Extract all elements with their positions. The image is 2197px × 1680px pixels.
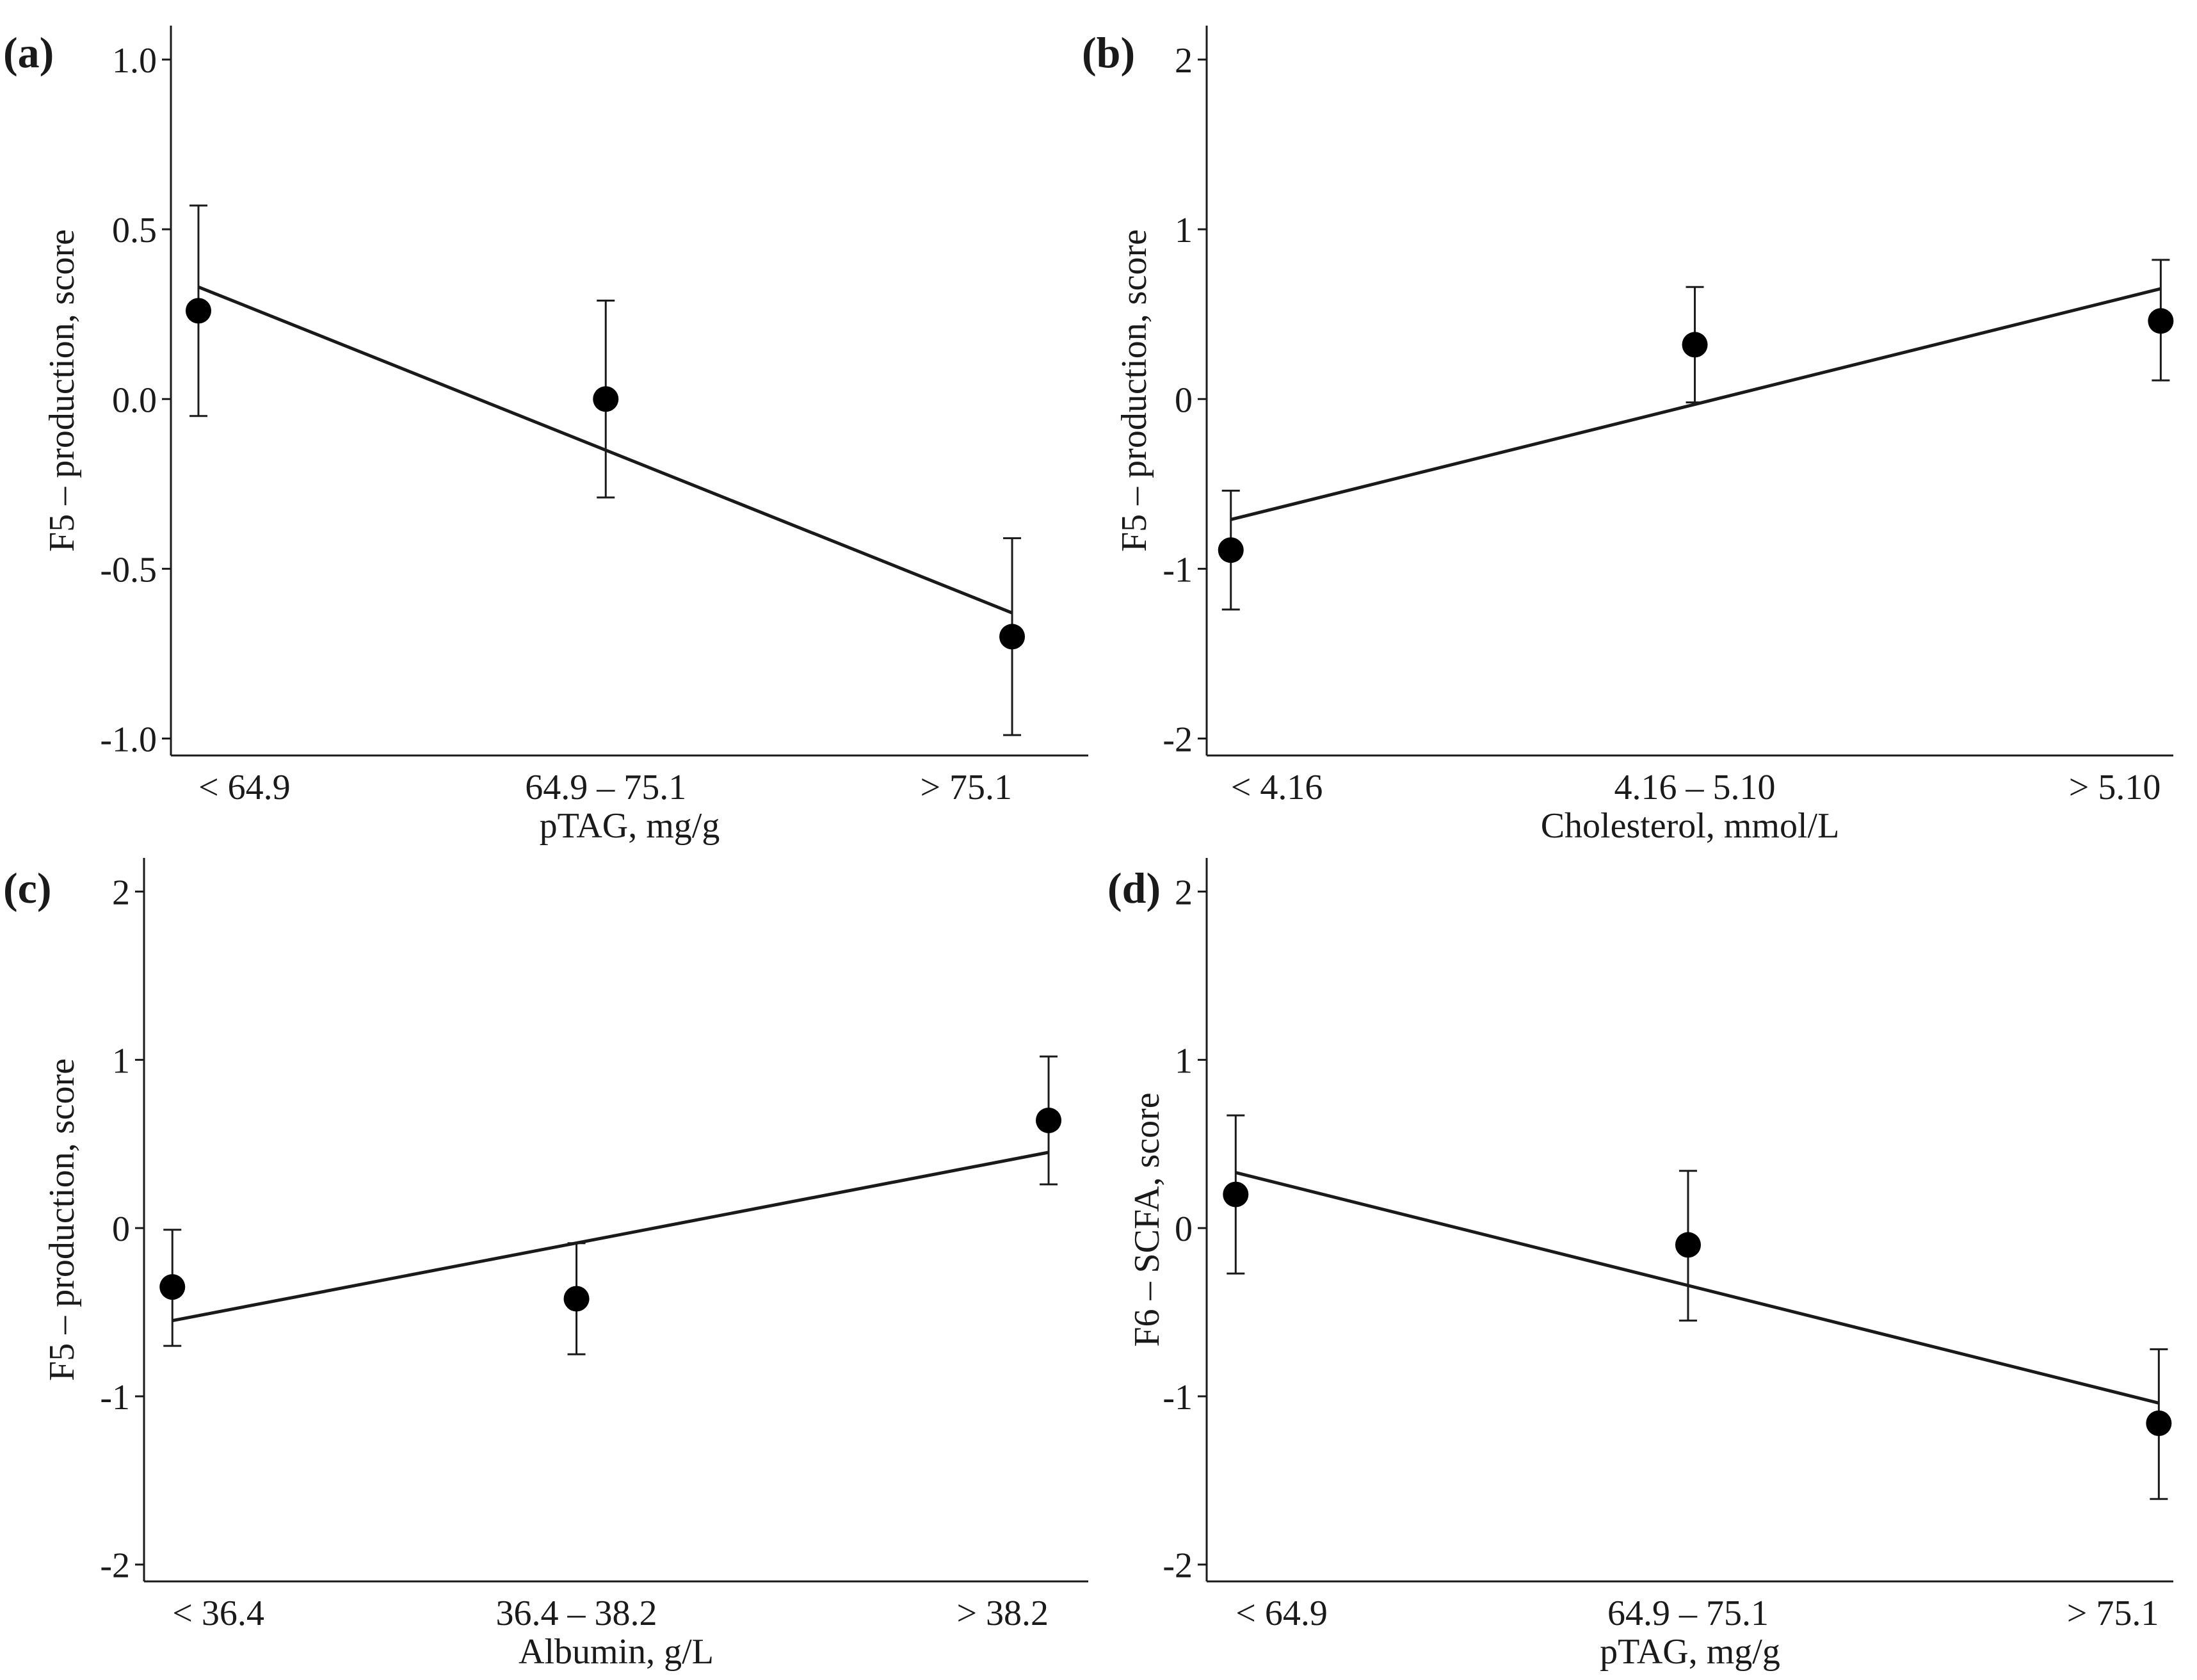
x-tick-label: 64.9 – 75.1	[1607, 1594, 1769, 1633]
y-tick-label: -2	[1163, 1546, 1193, 1586]
x-tick-label: 64.9 – 75.1	[525, 768, 686, 807]
x-axis-title: pTAG, mg/g	[540, 806, 720, 846]
data-point	[1218, 537, 1244, 563]
y-axis-title: F5 – production, score	[42, 1058, 82, 1381]
y-tick-label: 2	[1175, 873, 1193, 913]
data-point	[159, 1274, 186, 1300]
data-point	[2146, 1410, 2172, 1436]
data-point	[1675, 1232, 1701, 1258]
data-point	[1036, 1107, 1062, 1133]
x-tick-label: < 4.16	[1231, 768, 1323, 807]
y-tick-label: 1	[1175, 211, 1193, 250]
panel-label: (c)	[3, 864, 51, 912]
fit-line	[1230, 287, 2161, 521]
y-tick-label: -2	[1163, 720, 1193, 759]
panel-label: (b)	[1082, 28, 1135, 77]
x-tick-label: > 38.2	[956, 1594, 1049, 1633]
y-tick-label: -0.5	[100, 550, 157, 590]
x-tick-label: > 75.1	[920, 768, 1012, 807]
y-tick-label: 1	[112, 1041, 130, 1081]
x-axis-title: pTAG, mg/g	[1600, 1632, 1780, 1672]
y-tick-label: 0	[1175, 1209, 1193, 1249]
panel-label: (a)	[3, 28, 54, 77]
y-axis-title: F5 – production, score	[42, 229, 82, 552]
x-tick-label: 4.16 – 5.10	[1614, 768, 1776, 807]
x-tick-label: < 64.9	[198, 768, 291, 807]
x-tick-label: < 64.9	[1235, 1594, 1328, 1633]
y-axis-title: F6 – SCFA, score	[1127, 1092, 1167, 1346]
y-tick-label: 1.0	[112, 41, 157, 81]
y-tick-label: 1	[1175, 1041, 1193, 1081]
fit-line	[172, 1151, 1049, 1323]
y-tick-label: -1	[1163, 1378, 1193, 1418]
y-tick-label: -1	[1163, 550, 1193, 590]
y-tick-label: 0.0	[112, 380, 157, 420]
x-tick-label: 36.4 – 38.2	[496, 1594, 657, 1633]
y-axis-title: F5 – production, score	[1115, 229, 1154, 552]
fit-line	[1235, 1170, 2159, 1405]
x-axis-title: Albumin, g/L	[519, 1632, 714, 1672]
y-tick-label: 2	[112, 873, 130, 913]
y-tick-label: 0	[1175, 380, 1193, 420]
data-point	[593, 386, 619, 412]
y-tick-label: 2	[1175, 41, 1193, 81]
x-tick-label: < 36.4	[172, 1594, 264, 1633]
y-tick-label: -1	[100, 1378, 130, 1418]
data-point	[999, 624, 1026, 650]
data-point	[563, 1286, 590, 1312]
panel-label: (d)	[1107, 864, 1161, 912]
x-tick-label: > 5.10	[2069, 768, 2161, 807]
x-axis-title: Cholesterol, mmol/L	[1541, 806, 1840, 846]
data-point	[2148, 308, 2174, 334]
x-tick-label: > 75.1	[2067, 1594, 2159, 1633]
y-tick-label: -1.0	[100, 720, 157, 759]
data-point	[1682, 332, 1708, 358]
y-tick-label: 0	[112, 1209, 130, 1249]
data-point	[185, 298, 211, 324]
data-point	[1223, 1181, 1249, 1208]
y-tick-label: -2	[100, 1546, 130, 1586]
y-tick-label: 0.5	[112, 211, 157, 250]
